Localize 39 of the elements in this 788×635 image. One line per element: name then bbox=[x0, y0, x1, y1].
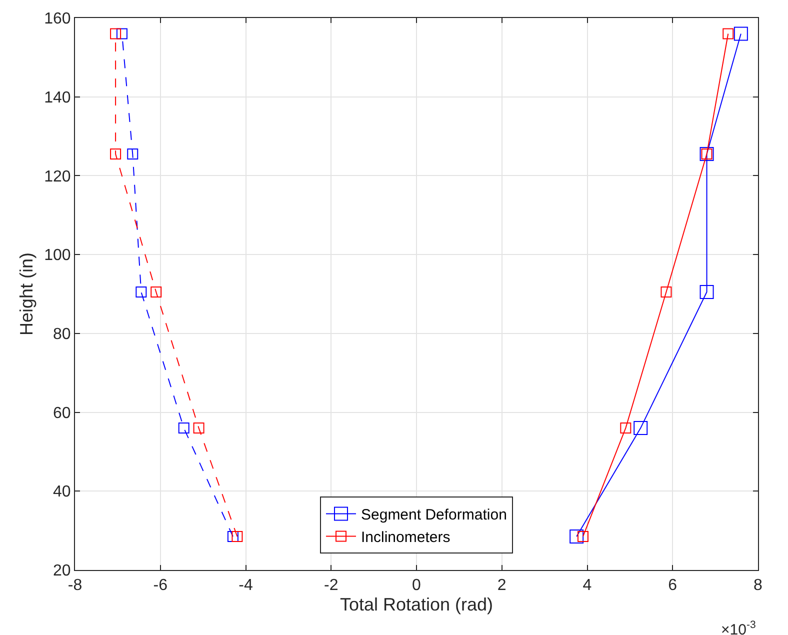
point bbox=[734, 26, 748, 41]
point bbox=[110, 148, 122, 160]
text: ×10$^{-3}$ bbox=[721, 619, 756, 635]
point bbox=[127, 148, 138, 160]
x-tick-label: 0 bbox=[412, 577, 422, 594]
point bbox=[150, 286, 162, 298]
point bbox=[178, 422, 190, 434]
x-tick-label: -4 bbox=[238, 577, 253, 594]
x-tick-label: 2 bbox=[497, 577, 506, 594]
point bbox=[570, 529, 584, 544]
legend-label: Segment Deformation bbox=[361, 506, 507, 524]
point bbox=[232, 530, 243, 542]
x-tick-label: -2 bbox=[324, 577, 338, 594]
point bbox=[110, 28, 122, 40]
point bbox=[577, 530, 588, 542]
x-tick-label: -8 bbox=[68, 577, 82, 594]
y-tick-label: 40 bbox=[53, 484, 71, 501]
y-tick-label: 80 bbox=[53, 326, 71, 344]
y-tick-label: 120 bbox=[44, 168, 71, 186]
x-tick-label: 4 bbox=[582, 577, 592, 594]
point bbox=[193, 422, 204, 434]
y-tick-label: 20 bbox=[53, 562, 71, 580]
point bbox=[660, 286, 672, 298]
legend-label: Inclinometers bbox=[361, 529, 450, 546]
point bbox=[620, 422, 632, 434]
x-tick-label: -6 bbox=[153, 577, 168, 594]
y-tick-label: 140 bbox=[44, 89, 71, 106]
y-tick-label: 160 bbox=[44, 10, 71, 28]
point bbox=[116, 28, 128, 40]
y-tick-label: 60 bbox=[53, 404, 71, 422]
x-axis-title: Total Rotation (rad) bbox=[340, 594, 494, 614]
x-tick-label: 8 bbox=[754, 577, 763, 594]
point bbox=[634, 421, 648, 436]
y-axis-title: Height (in) bbox=[16, 252, 36, 336]
point bbox=[136, 286, 147, 298]
point bbox=[722, 28, 734, 40]
y-tick-label: 100 bbox=[44, 247, 71, 264]
x-tick-label: 6 bbox=[668, 577, 678, 594]
point bbox=[700, 285, 714, 300]
